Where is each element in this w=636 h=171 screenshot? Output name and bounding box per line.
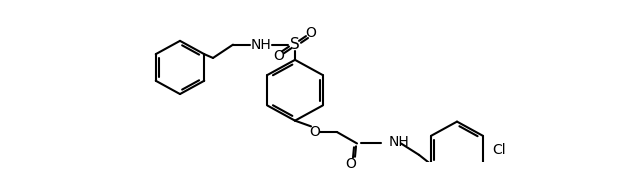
Text: NH: NH: [251, 38, 272, 52]
Text: O: O: [305, 26, 317, 40]
Text: O: O: [345, 157, 356, 171]
Text: O: O: [273, 49, 284, 63]
Text: Cl: Cl: [492, 143, 506, 157]
Text: O: O: [310, 125, 321, 139]
Text: S: S: [290, 37, 300, 52]
Text: NH: NH: [389, 135, 410, 149]
